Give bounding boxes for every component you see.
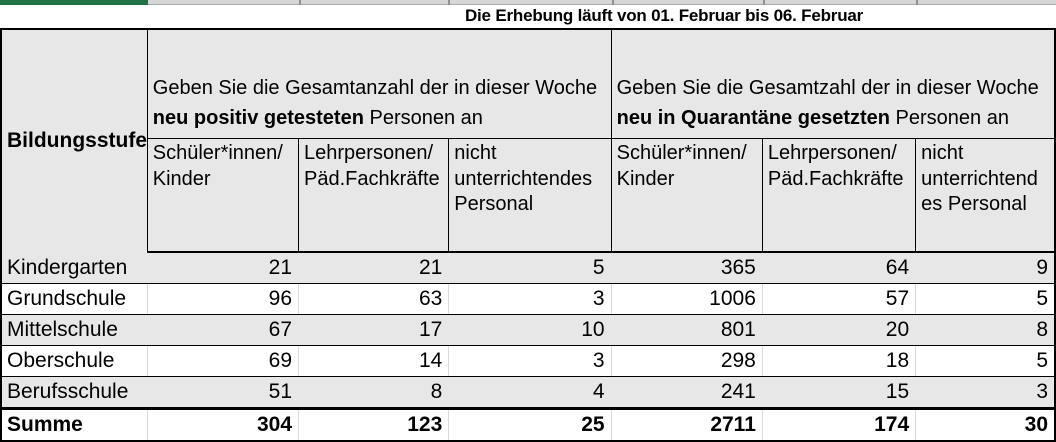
survey-period-title: Die Erhebung läuft von 01. Februar bis 0… xyxy=(464,6,864,25)
subheader-quar-personal[interactable]: nicht unterrichtend es Personal xyxy=(915,138,1056,253)
sheet-strip-green-segment xyxy=(0,0,148,5)
subheader-pos-personal[interactable]: nicht unterrichtendes Personal xyxy=(448,138,612,253)
cell-value[interactable]: 3 xyxy=(448,345,612,377)
subheader-quar-lehrpersonen[interactable]: Lehrpersonen/ Päd.Fachkräfte xyxy=(762,138,917,253)
cell-value[interactable]: 63 xyxy=(298,283,450,315)
total-value[interactable]: 2711 xyxy=(611,407,763,442)
corner-header-bildungsstufe[interactable]: Bildungsstufe xyxy=(1,29,148,252)
column-divider-tick xyxy=(612,0,614,5)
cell-value[interactable]: 69 xyxy=(147,345,300,377)
column-divider-tick xyxy=(299,0,301,5)
subheader-pos-schueler[interactable]: Schüler*innen/ Kinder xyxy=(147,138,300,253)
group-quarantine-bold-text: neu in Quarantäne gesetzten xyxy=(616,107,890,129)
cell-value[interactable]: 801 xyxy=(611,314,763,346)
spreadsheet-top-strip xyxy=(0,0,1056,5)
row-oberschule: Oberschule 69 14 3 298 18 5 xyxy=(1,345,1055,377)
row-summe-total: Summe 304 123 25 2711 174 30 xyxy=(1,407,1055,442)
group-positive-line2: neu positiv getesteten Personen an xyxy=(153,103,607,133)
group-positive-bold-text: neu positiv getesteten xyxy=(152,107,364,129)
total-value[interactable]: 25 xyxy=(448,407,612,442)
column-divider-tick xyxy=(916,0,918,5)
row-mittelschule: Mittelschule 67 17 10 801 20 8 xyxy=(1,314,1055,346)
cell-value[interactable]: 365 xyxy=(611,252,763,284)
cell-value[interactable]: 18 xyxy=(762,345,917,377)
row-label[interactable]: Grundschule xyxy=(1,283,148,315)
cell-value[interactable]: 4 xyxy=(448,376,612,409)
cell-value[interactable]: 64 xyxy=(762,252,917,284)
row-label[interactable]: Mittelschule xyxy=(1,314,148,346)
row-label[interactable]: Berufsschule xyxy=(1,376,148,409)
survey-table: Bildungsstufe Geben Sie die Gesamtanzahl… xyxy=(0,28,1056,442)
column-divider-tick xyxy=(763,0,765,5)
cell-value[interactable]: 5 xyxy=(915,283,1055,315)
group-header-positive-tested[interactable]: Geben Sie die Gesamtanzahl der in dieser… xyxy=(147,29,612,139)
cell-value[interactable]: 17 xyxy=(298,314,450,346)
group-quarantine-rest-text: Personen an xyxy=(890,107,1009,129)
row-kindergarten: Kindergarten 21 21 5 365 64 9 xyxy=(1,252,1055,284)
group-quarantine-line2: neu in Quarantäne gesetzten Personen an xyxy=(617,103,1050,133)
column-divider-tick xyxy=(448,0,450,5)
cell-value[interactable]: 3 xyxy=(915,376,1055,409)
cell-value[interactable]: 10 xyxy=(448,314,612,346)
subheader-quar-schueler[interactable]: Schüler*innen/ Kinder xyxy=(611,138,763,253)
column-header-strip xyxy=(148,0,1056,5)
cell-value[interactable]: 96 xyxy=(147,283,300,315)
group-quarantine-line1: Geben Sie die Gesamtzahl der in dieser W… xyxy=(616,77,1039,99)
cell-value[interactable]: 5 xyxy=(448,252,612,284)
cell-value[interactable]: 8 xyxy=(298,376,450,409)
row-berufsschule: Berufsschule 51 8 4 241 15 3 xyxy=(1,376,1055,409)
cell-value[interactable]: 241 xyxy=(611,376,763,409)
cell-value[interactable]: 21 xyxy=(147,252,300,284)
total-value[interactable]: 123 xyxy=(298,407,450,442)
group-header-row: Bildungsstufe Geben Sie die Gesamtanzahl… xyxy=(1,29,1056,252)
cell-value[interactable]: 5 xyxy=(915,345,1055,377)
group-header-quarantine[interactable]: Geben Sie die Gesamtzahl der in dieser W… xyxy=(611,29,1056,139)
group-positive-rest-text: Personen an xyxy=(363,107,483,129)
cell-value[interactable]: 51 xyxy=(147,376,300,409)
subheader-row: Schüler*innen/ Kinder Lehrpersonen/ Päd.… xyxy=(1,138,1056,253)
cell-value[interactable]: 298 xyxy=(611,345,763,377)
cell-value[interactable]: 1006 xyxy=(611,283,763,315)
cell-value[interactable]: 15 xyxy=(762,376,917,409)
group-positive-line1: Geben Sie die Gesamtanzahl der in dieser… xyxy=(152,77,598,99)
row-label[interactable]: Oberschule xyxy=(1,345,148,377)
row-label[interactable]: Kindergarten xyxy=(1,252,148,284)
total-value[interactable]: 304 xyxy=(147,407,300,442)
row-grundschule: Grundschule 96 63 3 1006 57 5 xyxy=(1,283,1055,315)
cell-value[interactable]: 21 xyxy=(298,252,450,284)
cell-value[interactable]: 3 xyxy=(448,283,612,315)
subheader-pos-lehrpersonen[interactable]: Lehrpersonen/ Päd.Fachkräfte xyxy=(298,138,450,253)
total-label[interactable]: Summe xyxy=(1,407,148,442)
cell-value[interactable]: 57 xyxy=(762,283,917,315)
cell-value[interactable]: 67 xyxy=(147,314,300,346)
total-value[interactable]: 174 xyxy=(762,407,917,442)
cell-value[interactable]: 9 xyxy=(915,252,1055,284)
cell-value[interactable]: 20 xyxy=(762,314,917,346)
total-value[interactable]: 30 xyxy=(915,407,1055,442)
cell-value[interactable]: 8 xyxy=(915,314,1055,346)
cell-value[interactable]: 14 xyxy=(298,345,450,377)
